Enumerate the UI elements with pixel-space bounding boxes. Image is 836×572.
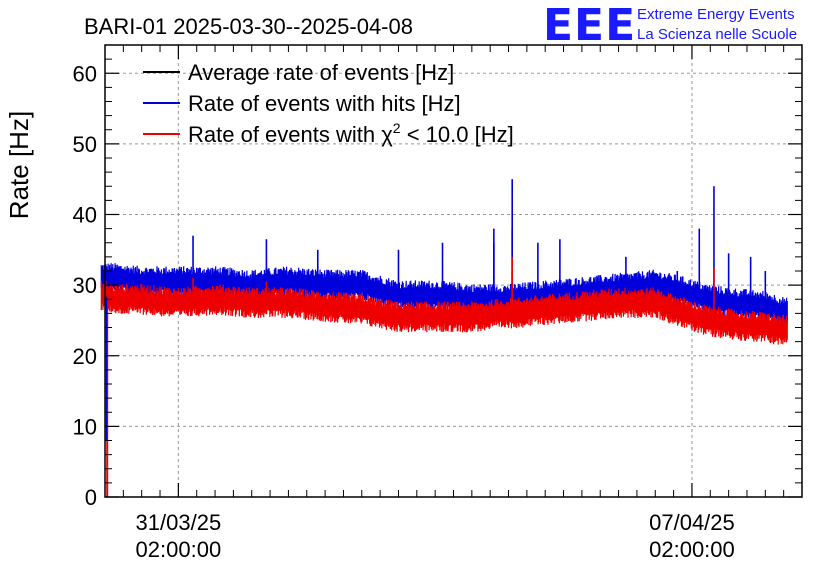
chart-title: BARI-01 2025-03-30--2025-04-08 [84,14,413,39]
legend-label-chi2: Rate of events with χ2 < 10.0 [Hz] [188,120,514,147]
eee-logo: EEE Extreme Energy Events La Scienza nel… [543,0,797,51]
logo-line1: Extreme Energy Events [637,6,795,23]
grid [105,45,802,497]
logo-line2: La Scienza nelle Scuole [637,26,797,43]
series-layer [100,179,788,497]
y-tick-label: 30 [73,273,97,298]
legend-label-hits: Rate of events with hits [Hz] [188,91,461,116]
y-tick-label: 50 [73,132,97,157]
legend: Average rate of events [Hz] Rate of even… [143,60,514,147]
x-tick-label-date: 07/04/25 [649,510,735,535]
x-tick-label-time: 02:00:00 [649,537,735,562]
logo-mark: EEE [543,0,636,51]
legend-label-average: Average rate of events [Hz] [188,60,454,85]
axes: 010203040506031/03/2502:00:0007/04/2502:… [73,44,803,562]
x-tick-label-time: 02:00:00 [136,537,222,562]
x-tick-label-date: 31/03/25 [136,510,222,535]
legend-entry-average: Average rate of events [Hz] [143,60,454,85]
y-tick-label: 0 [85,485,97,510]
y-tick-label: 10 [73,414,97,439]
y-axis-label: Rate [Hz] [4,111,34,219]
series-line-2 [100,280,788,345]
y-tick-label: 60 [73,61,97,86]
legend-entry-hits: Rate of events with hits [Hz] [143,91,461,116]
y-tick-label: 40 [73,203,97,228]
legend-entry-chi2: Rate of events with χ2 < 10.0 [Hz] [143,120,514,147]
y-tick-label: 20 [73,344,97,369]
